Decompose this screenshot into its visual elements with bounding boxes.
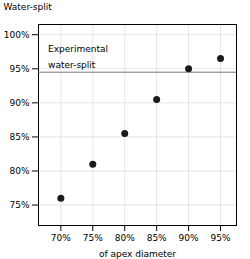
svg-text:of apex diameter: of apex diameter: [99, 249, 176, 259]
svg-text:water-split: water-split: [48, 60, 96, 70]
svg-text:90%: 90%: [179, 233, 199, 243]
svg-text:Water-split: Water-split: [4, 2, 53, 12]
svg-text:70%: 70%: [51, 233, 71, 243]
svg-text:85%: 85%: [147, 233, 167, 243]
svg-text:95%: 95%: [211, 233, 231, 243]
svg-text:85%: 85%: [9, 132, 29, 142]
svg-text:Experimental: Experimental: [48, 44, 108, 54]
svg-text:95%: 95%: [9, 64, 29, 74]
svg-text:75%: 75%: [83, 233, 103, 243]
svg-text:100%: 100%: [4, 30, 30, 40]
svg-text:80%: 80%: [9, 166, 29, 176]
svg-text:75%: 75%: [9, 200, 29, 210]
svg-text:90%: 90%: [9, 98, 29, 108]
svg-text:80%: 80%: [115, 233, 135, 243]
